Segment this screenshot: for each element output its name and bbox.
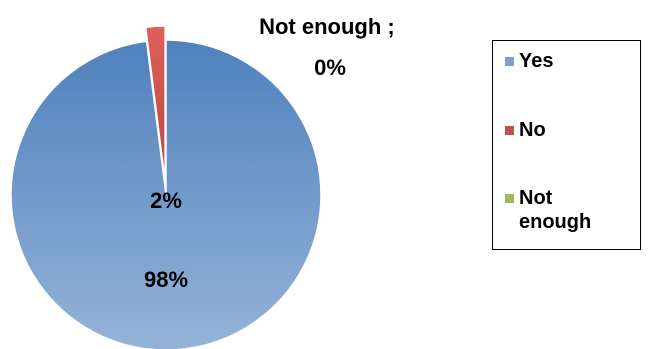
legend-swatch-no: [505, 126, 514, 135]
legend-swatch-not-enough: [505, 194, 514, 203]
legend-label-yes: Yes: [519, 50, 554, 72]
legend-swatch-yes: [505, 57, 514, 66]
legend: Yes No Not enough: [492, 40, 641, 250]
legend-item-not-enough: Not enough: [505, 186, 629, 234]
legend-label-not-enough: Not enough: [519, 187, 592, 233]
legend-label-no: No: [519, 119, 546, 141]
label-not-enough: Not enough ; 0%: [259, 14, 401, 80]
label-no: 2%: [150, 188, 182, 213]
label-yes: 98%: [144, 267, 188, 292]
legend-item-yes: Yes: [505, 49, 554, 73]
slice-yes: [10, 39, 322, 349]
legend-item-no: No: [505, 118, 546, 142]
slice-no: [144, 25, 166, 182]
